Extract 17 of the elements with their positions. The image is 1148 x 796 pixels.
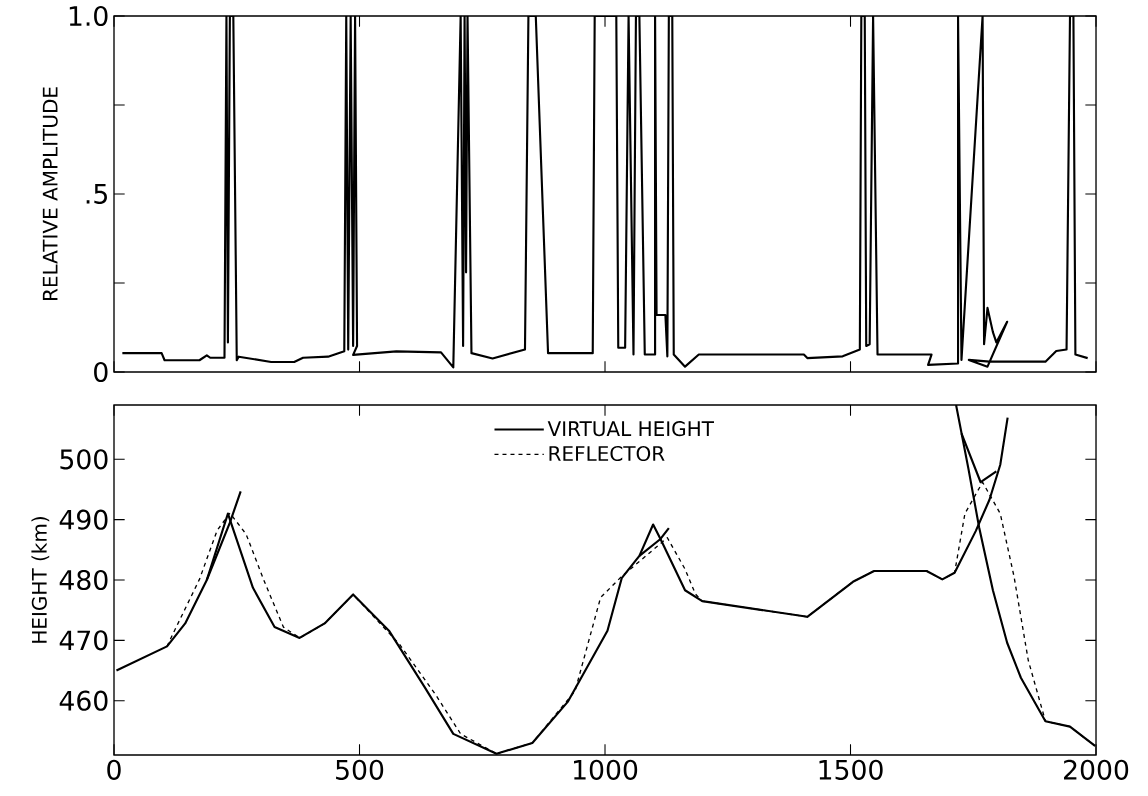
legend-label: REFLECTOR [549, 445, 665, 462]
x-tick-label: 1000 [574, 759, 638, 780]
y-tick-label: 490 [59, 509, 108, 530]
y-tick-label: 460 [59, 690, 108, 711]
x-tick-label: 2000 [1064, 759, 1129, 780]
x-tick-label: 1500 [819, 759, 883, 780]
y-tick-label: 1.0 [69, 5, 108, 27]
x-tick-label: 500 [336, 759, 384, 780]
legend-label: VIRTUAL HEIGHT [547, 421, 714, 437]
y-tick-label: 500 [60, 449, 108, 470]
y-axis-title: HEIGHT (km) [31, 517, 50, 643]
y-tick-label: .5 [86, 184, 107, 204]
x-tick-label: 0 [107, 759, 121, 780]
y-tick-label: 480 [59, 569, 108, 591]
y-axis-title: RELATIVE AMPLITUDE [42, 87, 58, 301]
y-tick-label: 0 [94, 361, 108, 383]
y-tick-label: 470 [59, 630, 108, 651]
